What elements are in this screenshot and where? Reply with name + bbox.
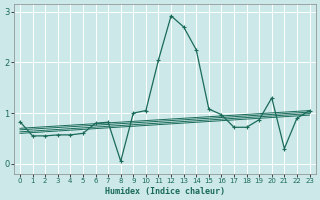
X-axis label: Humidex (Indice chaleur): Humidex (Indice chaleur)	[105, 187, 225, 196]
